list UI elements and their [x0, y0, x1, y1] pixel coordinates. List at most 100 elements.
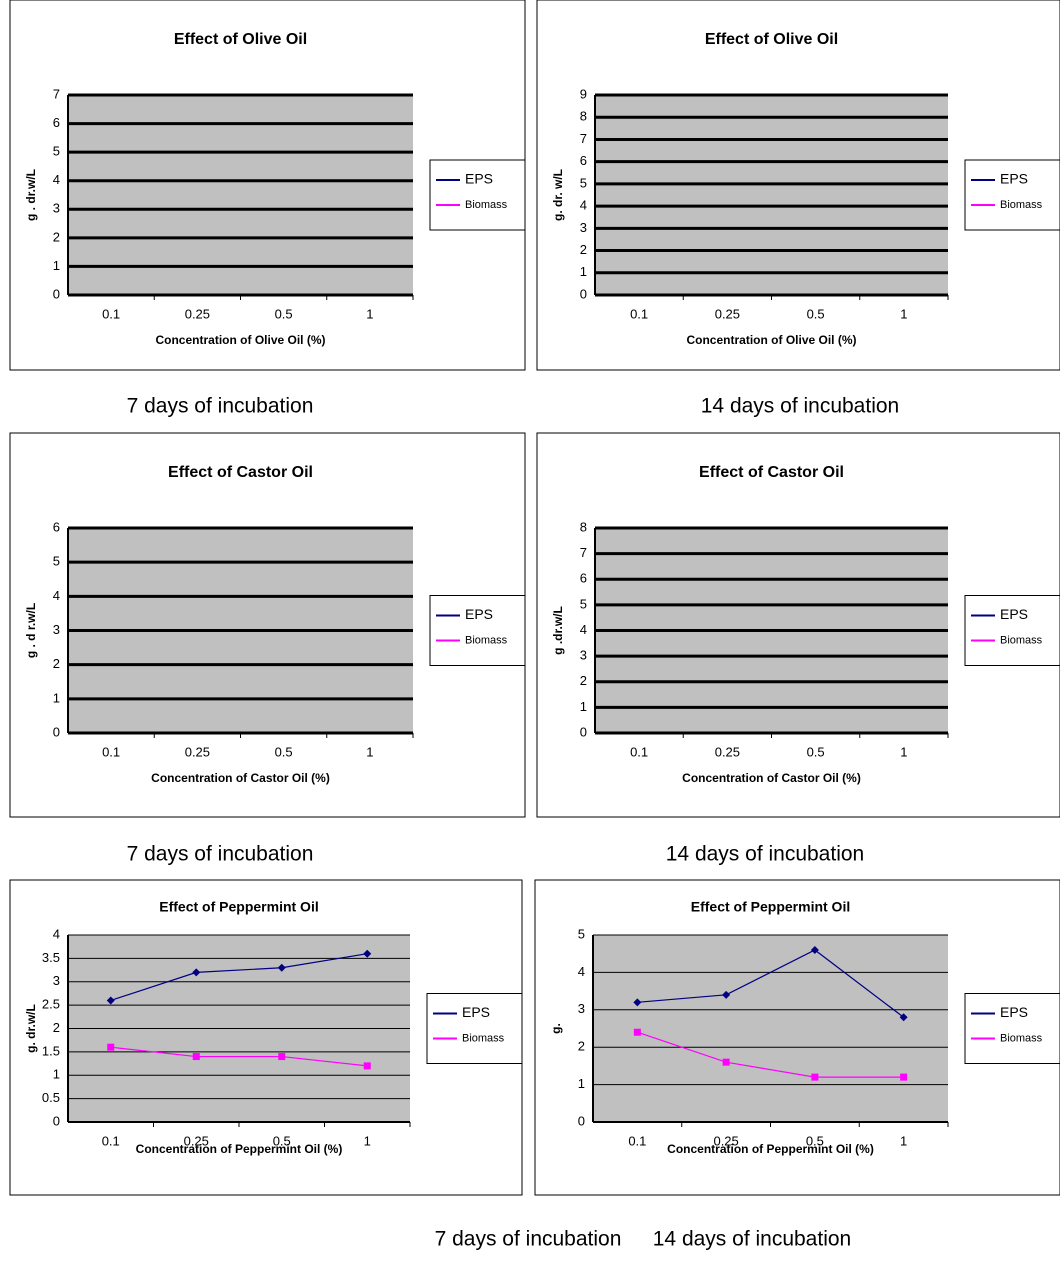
marker [633, 1028, 641, 1036]
series-line [637, 1031, 904, 1078]
chart-title: Effect of Peppermint Oil [691, 899, 850, 915]
y-tick-label: 4 [580, 622, 587, 637]
legend-box [429, 595, 526, 666]
x-tick-label: 1 [900, 306, 907, 321]
y-tick-label: 1 [53, 258, 60, 273]
legend-box [426, 993, 523, 1064]
y-tick-label: 7 [580, 545, 587, 560]
x-tick-label: 0.1 [630, 306, 648, 321]
y-tick-label: 3 [53, 973, 60, 988]
legend-label: EPS [465, 606, 493, 622]
y-axis-title: g. dr. w/L [551, 169, 565, 221]
y-tick-label: 5 [53, 554, 60, 569]
y-tick-label: 2.5 [42, 997, 60, 1012]
y-tick-label: 5 [578, 926, 585, 941]
legend-label: Biomass [1000, 634, 1043, 646]
caption: 7 days of incubation [127, 395, 314, 418]
y-tick-label: 6 [580, 571, 587, 586]
y-tick-label: 9 [580, 86, 587, 101]
legend-label: EPS [462, 1004, 490, 1020]
x-axis-title: Concentration of Peppermint Oil (%) [667, 1142, 874, 1156]
x-tick-label: 0.5 [275, 744, 293, 759]
y-axis-title: g . dr.w/L [24, 169, 38, 221]
y-tick-label: 8 [580, 109, 587, 124]
series-line [110, 953, 368, 1002]
legend-label: EPS [465, 171, 493, 187]
y-tick-label: 4 [578, 964, 585, 979]
y-tick-label: 5 [580, 596, 587, 611]
marker [363, 1062, 371, 1070]
x-tick-label: 0.25 [713, 1133, 738, 1148]
y-tick-label: 3 [580, 648, 587, 663]
y-tick-label: 7 [580, 131, 587, 146]
x-tick-label: 0.5 [807, 744, 825, 759]
x-tick-label: 0.1 [630, 744, 648, 759]
x-tick-label: 1 [366, 306, 373, 321]
y-tick-label: 3 [53, 622, 60, 637]
marker [899, 1013, 908, 1022]
x-axis-title: Concentration of Castor Oil (%) [682, 771, 861, 785]
y-tick-label: 6 [580, 153, 587, 168]
x-tick-label: 1 [366, 744, 373, 759]
y-axis-title: g .dr.w/L [551, 606, 565, 655]
marker [810, 945, 819, 954]
marker [277, 963, 286, 972]
caption: 7 days of incubation [127, 843, 314, 866]
x-tick-label: 1 [364, 1133, 371, 1148]
marker [106, 996, 115, 1005]
marker [633, 998, 642, 1007]
y-tick-label: 2 [578, 1039, 585, 1054]
x-tick-label: 0.1 [102, 1133, 120, 1148]
caption: 7 days of incubation [435, 1228, 622, 1251]
series-line [637, 949, 904, 1018]
x-tick-label: 0.5 [273, 1133, 291, 1148]
y-tick-label: 0 [53, 1113, 60, 1128]
marker [722, 990, 731, 999]
y-tick-label: 0 [578, 1113, 585, 1128]
y-tick-label: 4 [53, 926, 60, 941]
y-tick-label: 0.5 [42, 1090, 60, 1105]
chart-title: Effect of Castor Oil [699, 464, 844, 481]
y-tick-label: 0 [580, 286, 587, 301]
caption: 14 days of incubation [701, 395, 899, 418]
y-tick-label: 1 [53, 1067, 60, 1082]
x-axis-title: Concentration of Olive Oil (%) [686, 333, 856, 347]
x-tick-label: 0.25 [715, 744, 740, 759]
x-tick-label: 0.25 [185, 744, 210, 759]
x-tick-label: 1 [900, 1133, 907, 1148]
marker [192, 1053, 200, 1061]
y-tick-label: 4 [580, 198, 587, 213]
y-tick-label: 5 [580, 175, 587, 190]
y-tick-label: 4 [53, 172, 60, 187]
x-axis-title: Concentration of Olive Oil (%) [155, 333, 325, 347]
x-tick-label: 0.25 [715, 306, 740, 321]
y-axis-title: g. [549, 1023, 563, 1034]
y-tick-label: 1 [580, 264, 587, 279]
y-tick-label: 2 [53, 1020, 60, 1035]
series-line [110, 1046, 368, 1067]
y-tick-label: 0 [580, 724, 587, 739]
legend-label: Biomass [465, 199, 508, 211]
plot-area [595, 95, 948, 295]
y-tick-label: 3.5 [42, 950, 60, 965]
y-tick-label: 2 [580, 242, 587, 257]
y-tick-label: 5 [53, 144, 60, 159]
chart-title: Effect of Peppermint Oil [159, 899, 318, 915]
chart-title: Effect of Castor Oil [168, 464, 313, 481]
legend-label: EPS [1000, 171, 1028, 187]
y-axis-title: g. dr.w/L [24, 1004, 38, 1053]
y-tick-label: 7 [53, 86, 60, 101]
plot-area [593, 935, 948, 1122]
x-tick-label: 1 [900, 744, 907, 759]
marker [811, 1073, 819, 1081]
legend-label: EPS [1000, 606, 1028, 622]
marker [900, 1073, 908, 1081]
y-tick-label: 3 [578, 1001, 585, 1016]
marker [722, 1058, 730, 1066]
x-axis-title: Concentration of Castor Oil (%) [151, 771, 330, 785]
legend-label: Biomass [465, 634, 508, 646]
y-tick-label: 0 [53, 724, 60, 739]
chart-title: Effect of Olive Oil [705, 31, 838, 48]
y-tick-label: 3 [580, 220, 587, 235]
